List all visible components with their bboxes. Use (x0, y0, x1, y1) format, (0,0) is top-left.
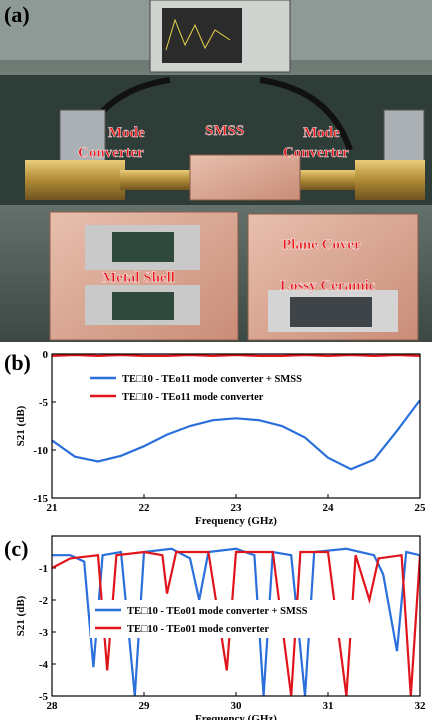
y-tick-label: -1 (39, 563, 48, 575)
x-tick-label: 28 (47, 700, 59, 712)
series-line (52, 399, 420, 471)
photo-labels: Mode Converter SMSS Mode Converter Metal… (78, 123, 376, 294)
y-tick-label: -15 (33, 493, 48, 505)
chart: 28 29 30 31 32 -1 -2 -3 -4 -5 Frequency (GHz) S21 (… (15, 535, 427, 725)
photo-label: SMSS (205, 123, 244, 139)
photo-label: Mode (108, 125, 145, 141)
legend-label: TE□10 - TEo11 mode converter + SMSS (122, 374, 302, 385)
panel-label: (b) (4, 350, 31, 375)
series-line (52, 550, 420, 696)
photo-label: Converter (283, 145, 349, 161)
photo (0, 0, 432, 342)
panel-label: (c) (4, 536, 28, 561)
x-tick-label: 30 (231, 700, 243, 712)
x-tick-label: 23 (231, 502, 243, 514)
y-tick-label: -5 (39, 397, 49, 409)
legend-label: TE□10 - TEo01 mode converter (127, 624, 269, 635)
y-tick-label: -2 (39, 595, 49, 607)
y-tick-label: -3 (39, 627, 49, 639)
x-tick-label: 25 (415, 502, 427, 514)
chart: 21 22 23 24 25 0 -5 -10 -15 Frequency (GHz) S21 (d… (15, 349, 426, 527)
series-line (52, 547, 420, 696)
y-axis-title: S21 (dB) (15, 595, 27, 636)
photo-label: Plane Cover (282, 237, 361, 253)
photo-label: Metal Shell (102, 270, 175, 286)
series-line (52, 354, 420, 358)
plot-area (52, 547, 420, 696)
legend-box (90, 600, 355, 638)
photo-label: Mode (303, 125, 340, 141)
x-axis-title: Frequency (GHz) (195, 713, 277, 720)
x-tick-label: 31 (323, 700, 334, 712)
x-tick-label: 29 (139, 700, 151, 712)
axes-frame (51, 353, 421, 499)
photo-label: Converter (78, 145, 144, 161)
x-tick-label: 24 (323, 502, 335, 514)
x-tick-label: 22 (139, 502, 151, 514)
y-tick-label: 0 (43, 349, 49, 361)
y-tick-label: -5 (39, 691, 49, 703)
legend-label: TE□10 - TEo11 mode converter (122, 392, 264, 403)
axes-frame (51, 535, 421, 697)
x-tick-label: 21 (47, 502, 58, 514)
y-tick-label: -10 (33, 445, 48, 457)
y-axis-title: S21 (dB) (15, 405, 27, 446)
photo-label: Lossy Ceramic (280, 278, 376, 294)
plot-area (52, 354, 420, 471)
x-tick-label: 32 (415, 700, 427, 712)
x-axis-title: Frequency (GHz) (195, 515, 277, 527)
panel-label: (a) (4, 2, 30, 27)
y-tick-label: -4 (39, 659, 49, 671)
legend-label: TE□10 - TEo01 mode converter + SMSS (127, 606, 308, 617)
